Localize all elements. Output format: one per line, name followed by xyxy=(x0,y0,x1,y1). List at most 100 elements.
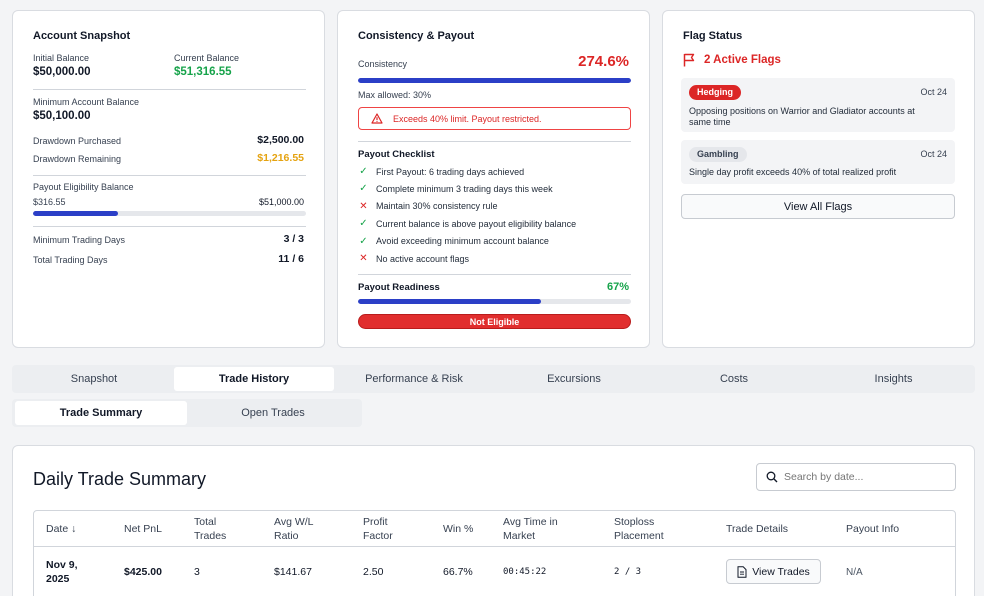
cell-win-pct: 66.7% xyxy=(443,566,473,578)
column-avg-wl-ratio: Avg W/L Ratio xyxy=(274,516,314,542)
search-icon xyxy=(766,471,778,483)
consistency-label: Consistency xyxy=(358,59,408,69)
consistency-progress xyxy=(358,78,631,83)
tab-open-trades[interactable]: Open Trades xyxy=(241,407,305,419)
flag-status-title: Flag Status xyxy=(683,30,743,42)
consistency-warning-text: Exceeds 40% limit. Payout restricted. xyxy=(393,113,542,124)
check-icon: ✓ xyxy=(359,218,368,230)
payout-readiness-value: 67% xyxy=(606,281,629,293)
consistency-value: 274.6% xyxy=(578,53,629,70)
check-icon: ✓ xyxy=(359,166,368,177)
column-payout-info: Payout Info xyxy=(846,523,900,535)
flag-item-gambling[interactable]: Gambling Oct 24 Single day profit exceed… xyxy=(681,140,955,184)
consistency-progress-fill xyxy=(358,78,631,83)
consistency-payout-title: Consistency & Payout xyxy=(358,30,475,42)
checklist-item: ✓ First Payout: 6 trading days achieved xyxy=(358,166,524,177)
checklist-item-text: Current balance is above payout eligibil… xyxy=(376,218,577,229)
checklist-item: ✕ Maintain 30% consistency rule xyxy=(358,200,497,212)
divider xyxy=(358,141,631,142)
column-trade-details: Trade Details xyxy=(726,523,789,535)
account-snapshot-card: Account Snapshot Initial Balance $50,000… xyxy=(12,10,325,348)
cell-total-trades: 3 xyxy=(194,566,200,578)
tab-excursions[interactable]: Excursions xyxy=(547,373,601,385)
flag-date: Oct 24 xyxy=(920,87,947,97)
payout-eligibility-progress xyxy=(33,211,306,216)
consistency-warning-box: Exceeds 40% limit. Payout restricted. xyxy=(358,107,631,130)
checklist-item: ✓ Avoid exceeding minimum account balance xyxy=(358,236,549,247)
initial-balance-label: Initial Balance xyxy=(33,53,90,63)
column-win-pct: Win % xyxy=(443,523,474,535)
tab-snapshot[interactable]: Snapshot xyxy=(70,373,118,385)
eligibility-status-text: Not Eligible xyxy=(469,316,520,327)
checklist-item-text: Complete minimum 3 trading days this wee… xyxy=(376,183,553,194)
current-balance-label: Current Balance xyxy=(174,53,240,63)
tab-insights[interactable]: Insights xyxy=(874,373,913,385)
view-trades-label: View Trades xyxy=(752,565,810,578)
flag-tag-gambling: Gambling xyxy=(689,147,747,162)
flag-description: Opposing positions on Warrior and Gladia… xyxy=(689,106,915,127)
table-header: Date ↓ Net PnL Total Trades Avg W/L Rati… xyxy=(34,511,955,547)
flag-item-hedging[interactable]: Hedging Oct 24 Opposing positions on War… xyxy=(681,78,955,132)
divider xyxy=(33,175,306,176)
flag-date: Oct 24 xyxy=(920,149,947,159)
initial-balance-value: $50,000.00 xyxy=(33,66,91,78)
checklist-item-text: Avoid exceeding minimum account balance xyxy=(376,236,549,247)
cross-icon: ✕ xyxy=(359,253,368,264)
divider xyxy=(33,89,306,90)
column-total-trades: Total Trades xyxy=(194,516,227,542)
document-icon xyxy=(737,565,747,578)
drawdown-purchased-value: $2,500.00 xyxy=(257,134,304,146)
active-flags-summary: 2 Active Flags xyxy=(683,53,781,67)
divider xyxy=(33,226,306,227)
cross-icon: ✕ xyxy=(359,200,368,212)
tab-trade-history[interactable]: Trade History xyxy=(174,367,334,391)
checklist-item: ✕ No active account flags xyxy=(358,253,469,264)
account-snapshot-title: Account Snapshot xyxy=(33,30,131,42)
flag-tag-hedging: Hedging xyxy=(689,85,741,100)
total-trading-days-value: 11 / 6 xyxy=(278,253,304,265)
column-net-pnl: Net PnL xyxy=(124,523,162,535)
search-box[interactable] xyxy=(756,463,956,491)
cell-date: Nov 9, 2025 xyxy=(46,559,78,585)
min-account-balance-value: $50,100.00 xyxy=(33,110,91,122)
check-icon: ✓ xyxy=(359,235,368,247)
view-trades-button[interactable]: View Trades xyxy=(726,559,821,584)
sub-tabs: Trade Summary Open Trades xyxy=(12,399,362,427)
min-trading-days-value: 3 / 3 xyxy=(283,233,304,245)
cell-avg-time: 00:45:22 xyxy=(503,567,547,577)
search-input[interactable] xyxy=(784,471,944,483)
payout-checklist-title: Payout Checklist xyxy=(358,149,435,160)
flag-icon xyxy=(683,53,695,67)
flag-description: Single day profit exceeds 40% of total r… xyxy=(689,167,897,177)
checklist-item-text: No active account flags xyxy=(376,253,470,264)
cell-profit-factor: 2.50 xyxy=(363,566,384,578)
active-flags-count: 2 Active Flags xyxy=(704,54,781,66)
total-trading-days-label: Total Trading Days xyxy=(33,255,108,265)
drawdown-purchased-label: Drawdown Purchased xyxy=(33,136,122,146)
tab-costs[interactable]: Costs xyxy=(719,373,749,385)
tab-performance-risk[interactable]: Performance & Risk xyxy=(365,373,463,385)
cell-stoploss: 2 / 3 xyxy=(614,567,642,577)
main-tabs: Snapshot Trade History Performance & Ris… xyxy=(12,365,975,393)
max-allowed-text: Max allowed: 30% xyxy=(358,90,432,100)
payout-readiness-progress xyxy=(358,299,631,304)
min-account-balance-label: Minimum Account Balance xyxy=(33,97,140,107)
cell-net-pnl: $425.00 xyxy=(124,566,162,578)
view-all-flags-label: View All Flags xyxy=(783,200,853,213)
checklist-item-text: First Payout: 6 trading days achieved xyxy=(376,166,525,177)
column-profit-factor: Profit Factor xyxy=(363,516,393,542)
eligibility-status-badge: Not Eligible xyxy=(358,314,631,329)
drawdown-remaining-value: $1,216.55 xyxy=(257,152,304,164)
payout-eligibility-label: Payout Eligibility Balance xyxy=(33,182,134,192)
daily-trade-summary-card: Daily Trade Summary Date ↓ Net PnL Total… xyxy=(12,445,975,596)
table-row: Nov 9, 2025 $425.00 3 $141.67 2.50 66.7%… xyxy=(34,547,955,596)
checklist-item: ✓ Complete minimum 3 trading days this we… xyxy=(358,183,553,195)
warning-icon xyxy=(371,113,383,124)
divider xyxy=(358,274,631,275)
column-date[interactable]: Date ↓ xyxy=(46,523,77,535)
tab-trade-summary[interactable]: Trade Summary xyxy=(15,401,187,425)
view-all-flags-button[interactable]: View All Flags xyxy=(681,194,955,219)
payout-eligibility-progress-fill xyxy=(33,211,118,216)
cell-avg-wl: $141.67 xyxy=(274,566,312,578)
check-icon: ✓ xyxy=(359,183,368,195)
